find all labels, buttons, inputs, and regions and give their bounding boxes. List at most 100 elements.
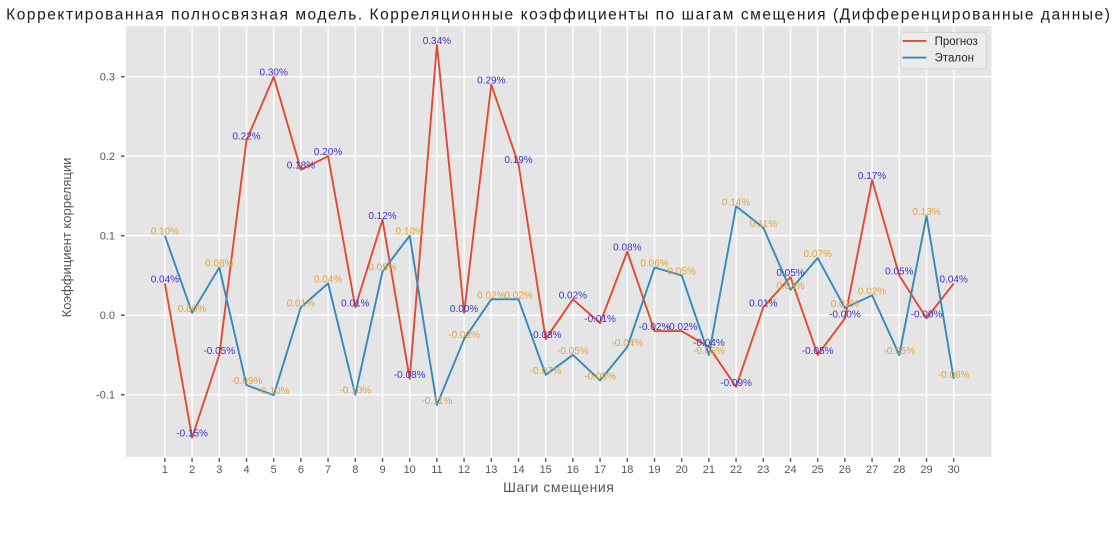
svg-text:15: 15	[540, 464, 552, 476]
svg-text:0.03%: 0.03%	[776, 281, 804, 292]
svg-text:-0.10%: -0.10%	[258, 386, 290, 397]
svg-text:-0.03%: -0.03%	[448, 330, 480, 341]
svg-text:-0.04%: -0.04%	[693, 338, 725, 349]
svg-text:7: 7	[325, 464, 331, 476]
svg-text:0.06%: 0.06%	[205, 259, 233, 270]
svg-text:-0.08%: -0.08%	[584, 371, 616, 382]
svg-text:10: 10	[404, 464, 416, 476]
svg-text:30: 30	[948, 464, 960, 476]
svg-text:23: 23	[757, 464, 769, 476]
svg-text:0.34%: 0.34%	[423, 36, 451, 47]
svg-text:0.10%: 0.10%	[151, 227, 179, 238]
svg-text:0.2: 0.2	[100, 151, 115, 163]
svg-text:-0.02%: -0.02%	[666, 322, 698, 333]
svg-text:0.06%: 0.06%	[640, 259, 668, 270]
svg-text:29: 29	[920, 464, 932, 476]
svg-text:28: 28	[893, 464, 905, 476]
svg-text:0.04%: 0.04%	[314, 274, 342, 285]
svg-text:-0.09%: -0.09%	[720, 378, 752, 389]
svg-text:Прогноз: Прогноз	[935, 36, 978, 48]
svg-text:-0.09%: -0.09%	[231, 376, 263, 387]
svg-text:0.01%: 0.01%	[341, 298, 369, 309]
svg-text:18: 18	[621, 464, 633, 476]
svg-text:0.05%: 0.05%	[368, 262, 396, 273]
svg-text:13: 13	[485, 464, 497, 476]
svg-text:0.00%: 0.00%	[450, 304, 478, 315]
svg-text:0.0: 0.0	[100, 310, 115, 322]
svg-text:0.20%: 0.20%	[314, 147, 342, 158]
svg-text:0.02%: 0.02%	[858, 286, 886, 297]
svg-text:0.30%: 0.30%	[260, 68, 288, 79]
svg-text:0.17%: 0.17%	[858, 171, 886, 182]
svg-text:22: 22	[730, 464, 742, 476]
svg-text:-0.15%: -0.15%	[176, 429, 208, 440]
svg-text:3: 3	[216, 464, 222, 476]
svg-text:-0.07%: -0.07%	[530, 366, 562, 377]
svg-text:0.14%: 0.14%	[722, 197, 750, 208]
svg-text:0.08%: 0.08%	[613, 243, 641, 254]
svg-text:2: 2	[189, 464, 195, 476]
svg-text:14: 14	[512, 464, 524, 476]
svg-text:Шаги смещения: Шаги смещения	[503, 479, 614, 495]
svg-text:-0.05%: -0.05%	[693, 346, 725, 357]
svg-text:1: 1	[162, 464, 168, 476]
svg-text:12: 12	[458, 464, 470, 476]
svg-text:17: 17	[594, 464, 606, 476]
svg-text:Эталон: Эталон	[935, 53, 974, 65]
svg-text:Корректированная полносвязная: Корректированная полносвязная модель. Ко…	[6, 7, 1111, 24]
svg-text:-0.03%: -0.03%	[530, 330, 562, 341]
svg-text:-0.04%: -0.04%	[611, 338, 643, 349]
svg-text:0.05%: 0.05%	[885, 266, 913, 277]
svg-text:-0.01%: -0.01%	[584, 314, 616, 325]
svg-text:0.29%: 0.29%	[477, 76, 505, 87]
svg-text:0.02%: 0.02%	[559, 290, 587, 301]
svg-text:5: 5	[271, 464, 277, 476]
svg-text:0.07%: 0.07%	[804, 249, 832, 260]
svg-text:6: 6	[298, 464, 304, 476]
svg-text:0.19%: 0.19%	[504, 155, 532, 166]
svg-text:-0.05%: -0.05%	[883, 346, 915, 357]
svg-text:25: 25	[812, 464, 824, 476]
svg-text:0.1: 0.1	[100, 231, 115, 243]
svg-text:27: 27	[866, 464, 878, 476]
svg-text:0.12%: 0.12%	[368, 211, 396, 222]
svg-text:0.10%: 0.10%	[396, 227, 424, 238]
svg-text:20: 20	[676, 464, 688, 476]
svg-text:19: 19	[648, 464, 660, 476]
svg-text:24: 24	[784, 464, 796, 476]
svg-text:-0.05%: -0.05%	[203, 346, 235, 357]
svg-text:-0.11%: -0.11%	[421, 396, 452, 407]
svg-text:4: 4	[243, 464, 249, 476]
svg-text:21: 21	[703, 464, 715, 476]
svg-text:0.22%: 0.22%	[232, 131, 260, 142]
svg-text:-0.00%: -0.00%	[911, 309, 943, 320]
svg-text:-0.02%: -0.02%	[639, 322, 671, 333]
svg-text:0.05%: 0.05%	[668, 266, 696, 277]
svg-text:0.02%: 0.02%	[477, 290, 505, 301]
svg-text:0.05%: 0.05%	[776, 268, 804, 279]
svg-text:0.01%: 0.01%	[749, 298, 777, 309]
svg-text:0.04%: 0.04%	[151, 274, 179, 285]
svg-text:0.18%: 0.18%	[287, 161, 315, 172]
svg-text:8: 8	[352, 464, 358, 476]
svg-text:0.11%: 0.11%	[749, 219, 777, 230]
svg-text:16: 16	[567, 464, 579, 476]
svg-text:0.3: 0.3	[100, 72, 115, 84]
svg-text:-0.05%: -0.05%	[802, 346, 834, 357]
svg-text:-0.10%: -0.10%	[339, 386, 371, 397]
svg-text:0.01%: 0.01%	[831, 299, 859, 310]
svg-text:0.04%: 0.04%	[940, 274, 968, 285]
svg-text:9: 9	[379, 464, 385, 476]
svg-text:-0.08%: -0.08%	[394, 370, 426, 381]
svg-text:0.00%: 0.00%	[178, 304, 206, 315]
svg-text:Коэффициент корреляции: Коэффициент корреляции	[59, 158, 74, 318]
svg-text:-0.05%: -0.05%	[557, 346, 589, 357]
svg-text:-0.00%: -0.00%	[829, 309, 861, 320]
svg-text:0.01%: 0.01%	[287, 298, 315, 309]
svg-text:-0.1: -0.1	[96, 390, 115, 402]
svg-text:0.13%: 0.13%	[912, 207, 940, 218]
svg-text:-0.08%: -0.08%	[938, 370, 970, 381]
svg-text:0.02%: 0.02%	[504, 290, 532, 301]
svg-text:11: 11	[431, 464, 442, 476]
svg-text:26: 26	[839, 464, 851, 476]
